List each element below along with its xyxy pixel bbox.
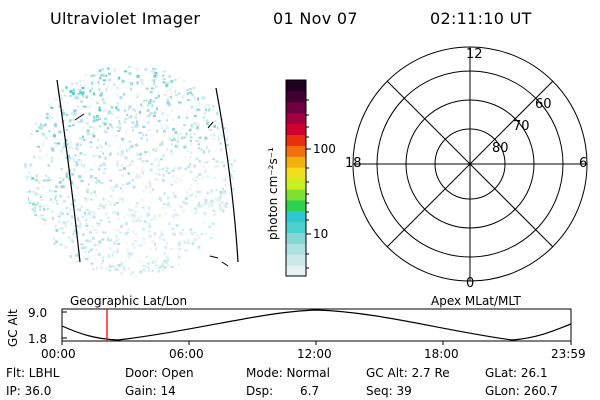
x-tick-2359: 23:59 bbox=[551, 347, 586, 361]
x-tick-0000: 00:00 bbox=[41, 347, 76, 361]
coastline-mark bbox=[74, 113, 85, 121]
mlt-label-12: 12 bbox=[466, 47, 483, 62]
color-bar-segment bbox=[286, 112, 306, 125]
color-bar-segment bbox=[286, 243, 306, 255]
x-tick-1800: 18:00 bbox=[424, 347, 459, 361]
mlt-label-18: 18 bbox=[345, 156, 362, 171]
glon-value: GLon: 260.7 bbox=[485, 384, 558, 398]
color-bar-segment bbox=[286, 123, 306, 136]
y-tick-1-8: 1.8 bbox=[28, 332, 48, 346]
colorbar-tick-100: 100 bbox=[313, 142, 336, 156]
mlat-label-80: 80 bbox=[492, 141, 509, 156]
strip-ticks bbox=[61, 311, 572, 345]
apex-label: Apex MLat/MLT bbox=[431, 294, 521, 308]
gain-value: Gain: 14 bbox=[125, 384, 176, 398]
color-bar-segment bbox=[286, 178, 306, 190]
color-bar-segment bbox=[286, 145, 306, 157]
dsp-value: 6.7 bbox=[300, 384, 320, 398]
auroral-image bbox=[24, 65, 239, 277]
coastline-mark bbox=[207, 121, 214, 129]
color-bar-frame bbox=[285, 79, 307, 277]
door-value: Door: Open bbox=[125, 366, 194, 380]
x-tick-1200: 12:00 bbox=[297, 347, 332, 361]
color-bar bbox=[286, 80, 306, 277]
seq-value: Seq: 39 bbox=[366, 384, 412, 398]
coastline-mark bbox=[221, 261, 229, 267]
color-bar-segment bbox=[286, 167, 306, 179]
color-bar-segment bbox=[286, 90, 306, 103]
colorbar-tick-10: 10 bbox=[313, 227, 329, 241]
geographic-label: Geographic Lat/Lon bbox=[70, 294, 188, 308]
mlat-label-60: 60 bbox=[535, 97, 552, 112]
altitude-strip-frame bbox=[61, 308, 572, 342]
glat-value: GLat: 26.1 bbox=[485, 366, 548, 380]
dsp-label: Dsp: bbox=[246, 384, 274, 398]
limb-line-right bbox=[215, 87, 239, 263]
time-label: 02:11:10 UT bbox=[430, 9, 532, 28]
color-bar-minor-ticks bbox=[306, 99, 309, 269]
color-bar-segment bbox=[286, 134, 306, 146]
color-bar-segment bbox=[286, 188, 306, 201]
x-tick-0600: 06:00 bbox=[169, 347, 204, 361]
color-bar-segment bbox=[286, 101, 306, 114]
colorbar-unit-label: photon cm⁻²s⁻¹ bbox=[266, 147, 280, 240]
mlt-label-6: 6 bbox=[579, 156, 588, 171]
color-bar-segment bbox=[286, 80, 306, 92]
limb-line-left bbox=[56, 79, 81, 263]
color-bar-segment bbox=[286, 199, 306, 212]
color-bar-segment bbox=[286, 254, 306, 266]
mlt-label-0: 0 bbox=[466, 276, 475, 291]
color-bar-segment bbox=[286, 265, 306, 277]
coastline-mark bbox=[209, 255, 219, 259]
color-bar-segment bbox=[286, 156, 306, 168]
page-title: Ultraviolet Imager bbox=[50, 9, 201, 28]
filter-value: Flt: LBHL bbox=[6, 366, 60, 380]
gc-alt-axis-title: GC Alt bbox=[6, 309, 20, 347]
altitude-curve bbox=[61, 309, 572, 341]
polar-grid bbox=[352, 46, 588, 282]
ip-value: IP: 36.0 bbox=[6, 384, 52, 398]
color-bar-segment bbox=[286, 210, 306, 223]
y-tick-9: 9.0 bbox=[28, 306, 48, 320]
color-bar-segment bbox=[286, 221, 306, 234]
gc-alt-value: GC Alt: 2.7 Re bbox=[366, 366, 450, 380]
mode-value: Mode: Normal bbox=[246, 366, 330, 380]
date-label: 01 Nov 07 bbox=[273, 9, 358, 28]
color-bar-segment bbox=[286, 232, 306, 244]
mlat-label-70: 70 bbox=[513, 119, 530, 134]
